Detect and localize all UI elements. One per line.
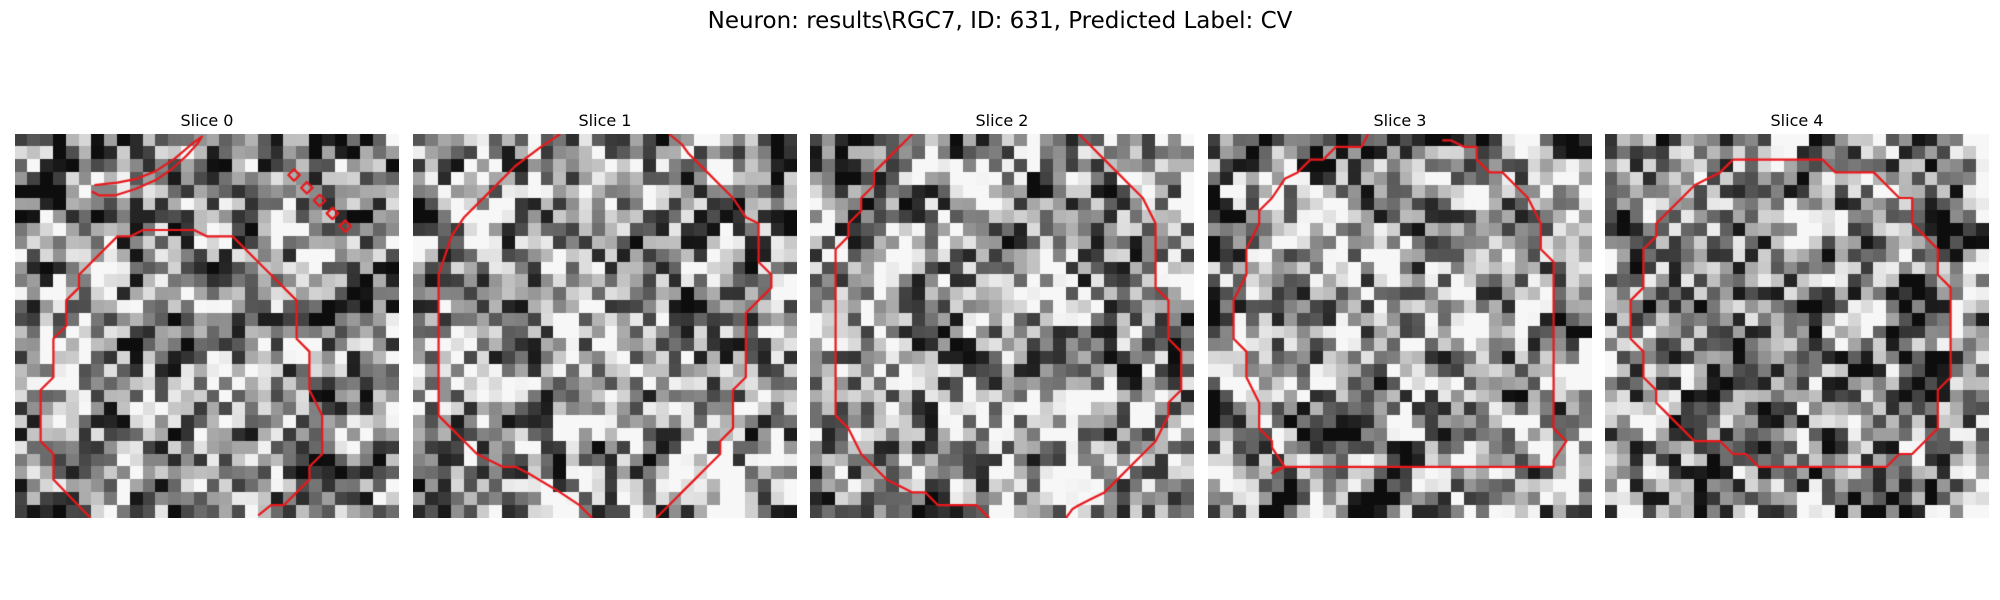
slice-image: [15, 134, 399, 518]
slice-title: Slice 3: [1373, 111, 1427, 130]
slice-panel-3: Slice 3: [1208, 108, 1592, 518]
slice-title: Slice 2: [975, 111, 1029, 130]
slice-panel-0: Slice 0: [15, 108, 399, 518]
slice-title: Slice 0: [180, 111, 234, 130]
slice-image: [1208, 134, 1592, 518]
slice-image: [810, 134, 1194, 518]
slice-panel-2: Slice 2: [810, 108, 1194, 518]
slice-title: Slice 1: [578, 111, 632, 130]
slice-title: Slice 4: [1770, 111, 1824, 130]
slice-panel-4: Slice 4: [1605, 108, 1989, 518]
slice-image: [413, 134, 797, 518]
slice-panel-1: Slice 1: [413, 108, 797, 518]
slice-image: [1605, 134, 1989, 518]
figure-title: Neuron: results\RGC7, ID: 631, Predicted…: [707, 8, 1293, 34]
